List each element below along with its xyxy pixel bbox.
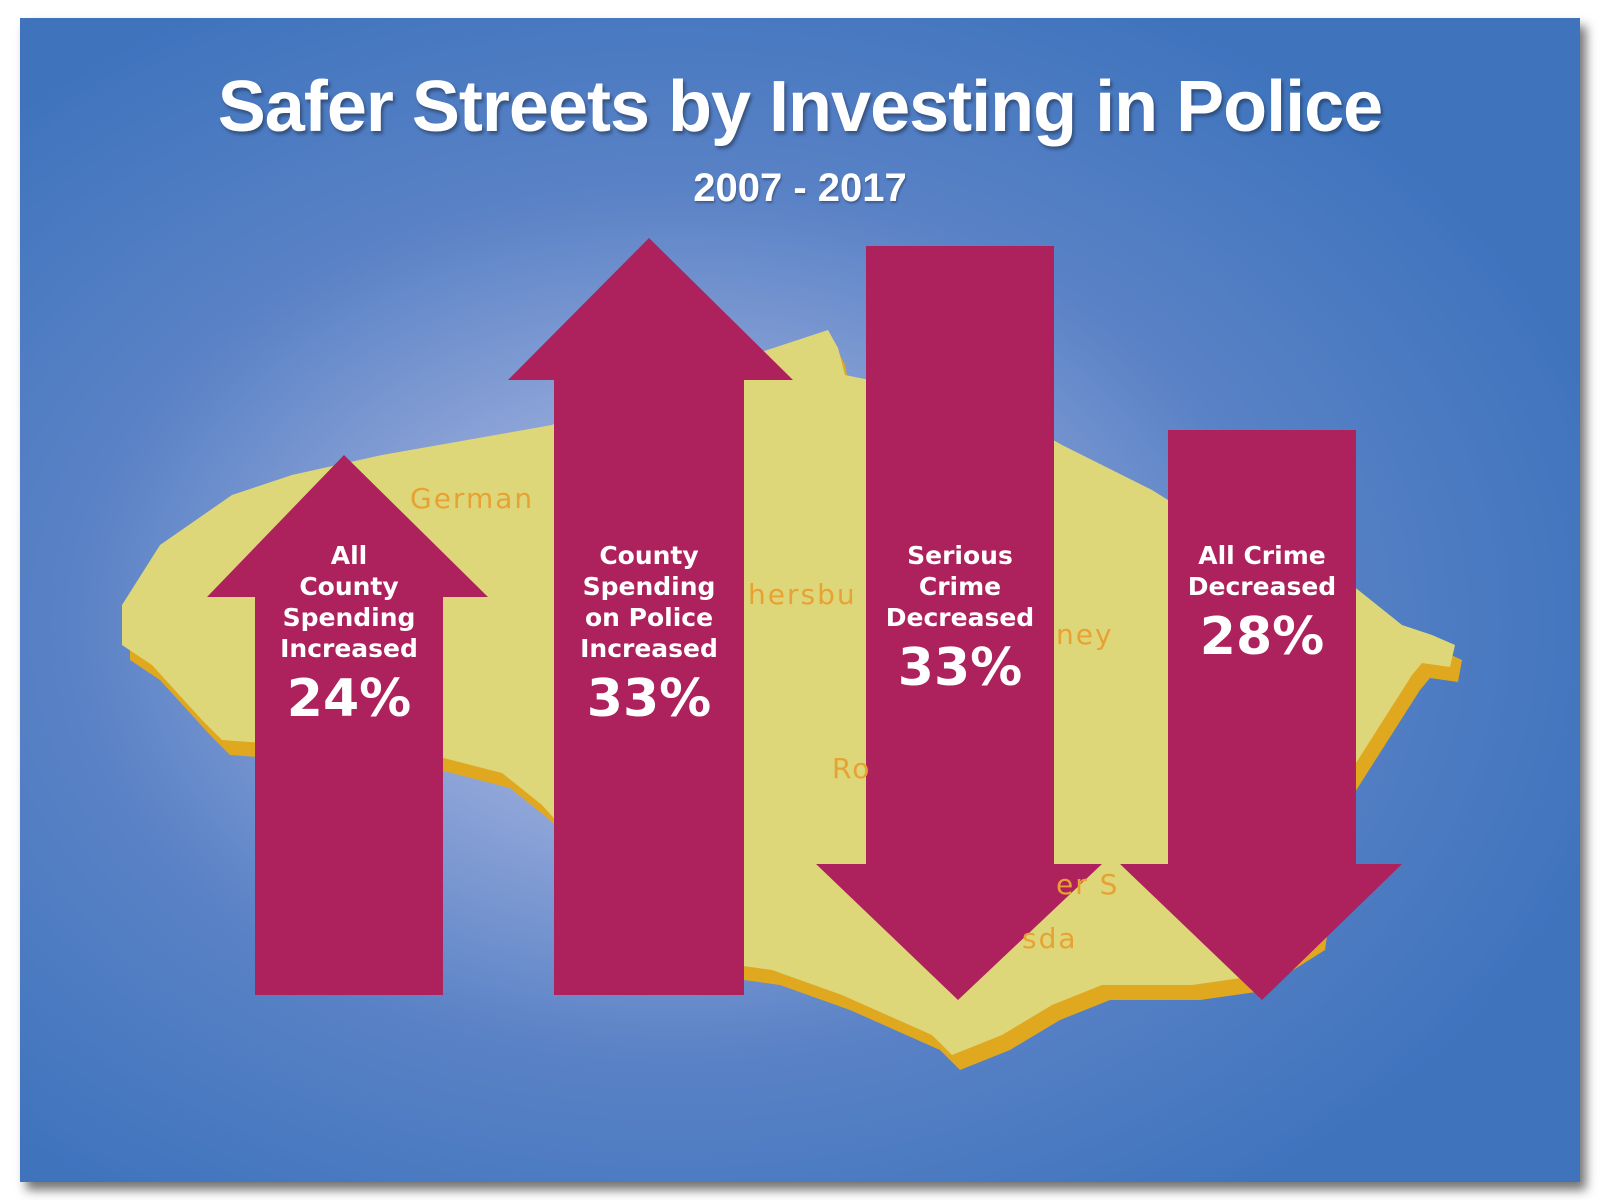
arrow-label: Serious Crime Decreased bbox=[885, 541, 1035, 632]
arrow-text-4: All Crime Decreased 28% bbox=[1168, 540, 1356, 668]
arrow-value: 28% bbox=[1199, 607, 1325, 667]
arrow-label: All County Spending Increased bbox=[280, 541, 418, 663]
map-label-silver-spring: er S bbox=[1056, 868, 1120, 901]
arrow-label: All Crime Decreased bbox=[1187, 541, 1337, 601]
county-map bbox=[122, 330, 1455, 1055]
map-label-bethesda: sda bbox=[1022, 922, 1078, 955]
arrow-value: 33% bbox=[586, 669, 712, 729]
arrow-text-3: Serious Crime Decreased 33% bbox=[866, 540, 1054, 699]
map-label-rockville: Ro bbox=[832, 752, 872, 785]
map-label-germantown: German bbox=[410, 482, 535, 515]
arrow-value: 24% bbox=[286, 669, 412, 729]
page-subtitle: 2007 - 2017 bbox=[693, 166, 907, 210]
arrow-value: 33% bbox=[897, 638, 1023, 698]
arrow-all-county-spending bbox=[207, 455, 488, 995]
arrow-label: County Spending on Police Increased bbox=[580, 541, 718, 663]
arrow-serious-crime bbox=[816, 246, 1102, 1000]
arrow-text-1: All County Spending Increased 24% bbox=[255, 540, 443, 730]
arrow-all-crime bbox=[1120, 430, 1402, 1000]
arrow-text-2: County Spending on Police Increased 33% bbox=[554, 540, 744, 730]
map-label-olney: ney bbox=[1056, 618, 1114, 651]
arrow-police-spending bbox=[508, 238, 793, 995]
page-title: Safer Streets by Investing in Police bbox=[217, 67, 1383, 147]
map-label-gaithersburg: hersbu bbox=[748, 578, 857, 611]
